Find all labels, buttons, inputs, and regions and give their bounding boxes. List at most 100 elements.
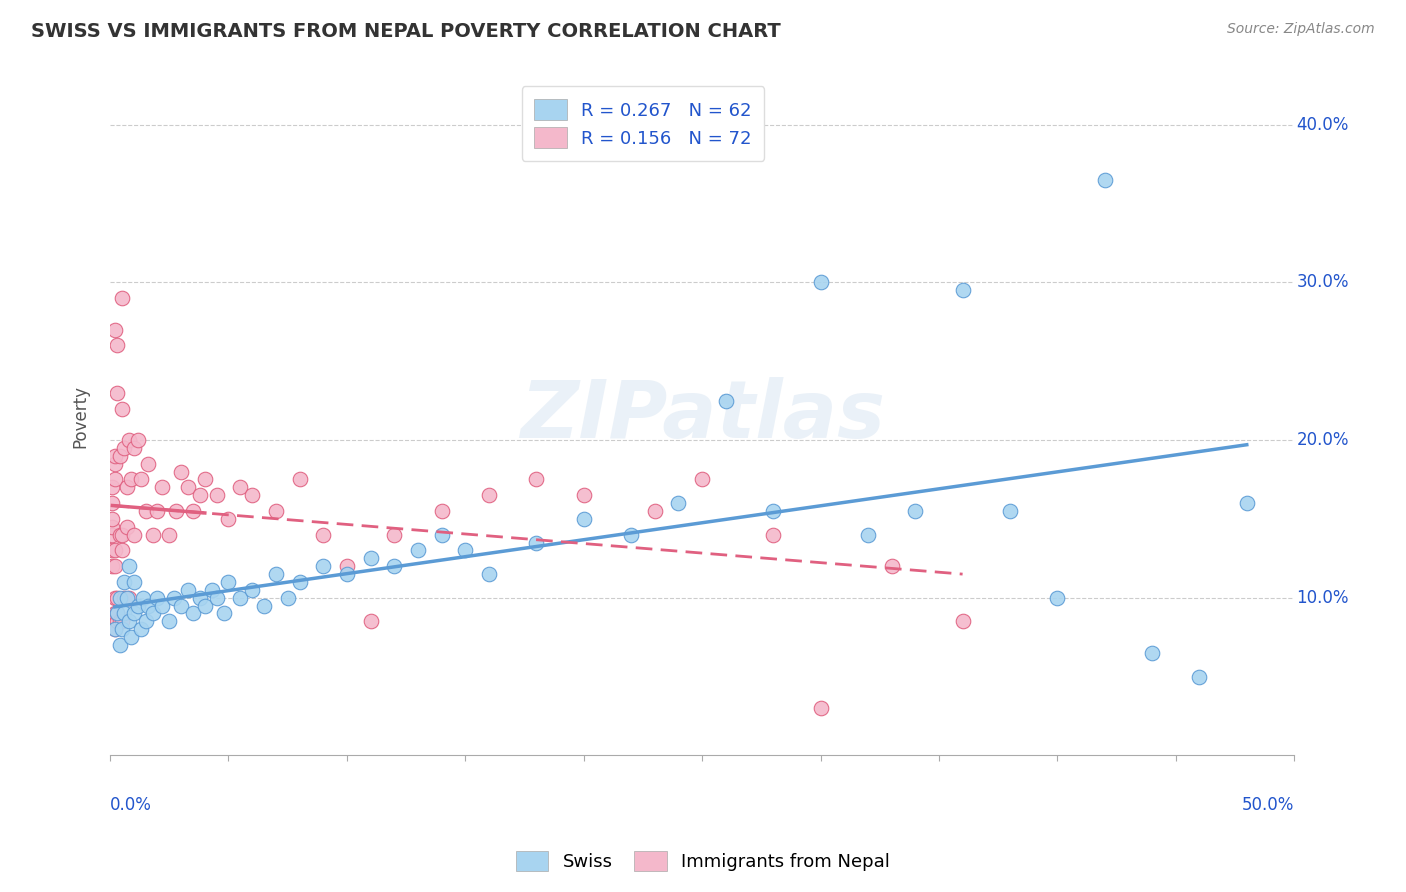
Point — [122, 441, 145, 455]
Point — [115, 520, 138, 534]
Point — [714, 393, 737, 408]
Point — [188, 591, 211, 605]
Point — [406, 543, 429, 558]
Point — [620, 527, 643, 541]
Text: Source: ZipAtlas.com: Source: ZipAtlas.com — [1227, 22, 1375, 37]
Point — [336, 567, 359, 582]
Point — [112, 591, 135, 605]
Point — [101, 512, 124, 526]
Point — [336, 559, 359, 574]
Point — [120, 630, 142, 644]
Point — [120, 473, 142, 487]
Point — [229, 591, 252, 605]
Point — [952, 283, 974, 297]
Point — [524, 473, 547, 487]
Point — [430, 527, 453, 541]
Point — [104, 457, 127, 471]
Text: 20.0%: 20.0% — [1296, 431, 1348, 449]
Point — [572, 512, 595, 526]
Point — [150, 480, 173, 494]
Point — [111, 401, 134, 416]
Point — [118, 559, 141, 574]
Text: 30.0%: 30.0% — [1296, 273, 1348, 292]
Point — [478, 567, 501, 582]
Point — [101, 543, 124, 558]
Point — [118, 433, 141, 447]
Point — [157, 615, 180, 629]
Point — [312, 559, 335, 574]
Point — [240, 582, 263, 597]
Point — [104, 559, 127, 574]
Point — [360, 551, 382, 566]
Point — [157, 527, 180, 541]
Point — [205, 591, 228, 605]
Point — [212, 607, 235, 621]
Text: ZIPatlas: ZIPatlas — [520, 377, 884, 456]
Point — [111, 543, 134, 558]
Point — [146, 504, 169, 518]
Point — [998, 504, 1021, 518]
Point — [181, 504, 204, 518]
Point — [952, 615, 974, 629]
Point — [810, 276, 832, 290]
Point — [129, 622, 152, 636]
Text: 50.0%: 50.0% — [1241, 796, 1294, 814]
Point — [122, 527, 145, 541]
Point — [101, 480, 124, 494]
Legend: R = 0.267   N = 62, R = 0.156   N = 72: R = 0.267 N = 62, R = 0.156 N = 72 — [522, 87, 765, 161]
Point — [111, 291, 134, 305]
Point — [524, 535, 547, 549]
Point — [218, 574, 240, 589]
Point — [105, 591, 128, 605]
Point — [122, 607, 145, 621]
Point — [264, 504, 287, 518]
Point — [111, 527, 134, 541]
Point — [104, 607, 127, 621]
Point — [150, 599, 173, 613]
Point — [105, 615, 128, 629]
Point — [668, 496, 690, 510]
Point — [111, 622, 134, 636]
Point — [108, 449, 131, 463]
Point — [142, 607, 165, 621]
Point — [104, 449, 127, 463]
Text: 40.0%: 40.0% — [1296, 116, 1348, 134]
Point — [111, 615, 134, 629]
Point — [112, 574, 135, 589]
Point — [177, 582, 200, 597]
Point — [229, 480, 252, 494]
Point — [108, 591, 131, 605]
Point — [1140, 646, 1163, 660]
Point — [644, 504, 666, 518]
Point — [170, 599, 193, 613]
Point — [127, 599, 149, 613]
Point — [165, 504, 187, 518]
Point — [146, 591, 169, 605]
Point — [288, 473, 311, 487]
Point — [129, 473, 152, 487]
Text: SWISS VS IMMIGRANTS FROM NEPAL POVERTY CORRELATION CHART: SWISS VS IMMIGRANTS FROM NEPAL POVERTY C… — [31, 22, 780, 41]
Point — [127, 433, 149, 447]
Point — [112, 441, 135, 455]
Point — [108, 527, 131, 541]
Point — [904, 504, 927, 518]
Point — [136, 599, 159, 613]
Point — [1046, 591, 1069, 605]
Point — [454, 543, 477, 558]
Point — [105, 607, 128, 621]
Point — [136, 457, 159, 471]
Point — [105, 385, 128, 400]
Point — [253, 599, 276, 613]
Point — [360, 615, 382, 629]
Point — [122, 574, 145, 589]
Point — [104, 591, 127, 605]
Text: 10.0%: 10.0% — [1296, 589, 1348, 607]
Point — [880, 559, 903, 574]
Point — [264, 567, 287, 582]
Point — [194, 599, 217, 613]
Legend: Swiss, Immigrants from Nepal: Swiss, Immigrants from Nepal — [509, 844, 897, 879]
Point — [101, 527, 124, 541]
Point — [142, 527, 165, 541]
Point — [201, 582, 224, 597]
Point — [112, 607, 135, 621]
